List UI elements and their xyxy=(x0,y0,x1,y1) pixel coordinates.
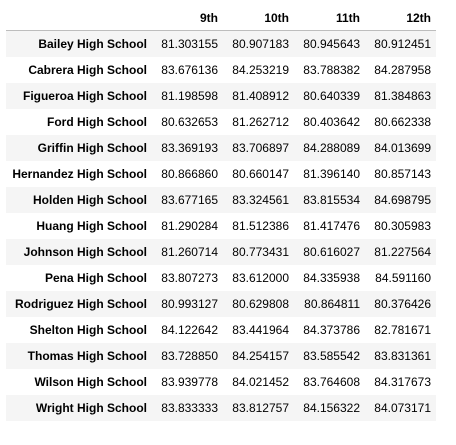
score-cell: 81.417476 xyxy=(303,218,360,233)
score-cell: 84.591160 xyxy=(375,270,431,285)
column-header: 11th xyxy=(294,8,365,31)
score-cell: 80.662338 xyxy=(374,114,431,129)
score-cell: 83.677165 xyxy=(161,192,218,207)
score-cell: 80.660147 xyxy=(232,166,289,181)
table-row: Bailey High School 81.303155 80.907183 80.9… xyxy=(6,30,436,57)
column-header: 12th xyxy=(365,8,436,31)
score-cell: 83.706897 xyxy=(232,140,289,155)
column-header: 10th xyxy=(223,8,294,31)
score-cell: 83.788382 xyxy=(303,62,360,77)
table-header: 9th 10th 11th 12th xyxy=(6,8,436,31)
school-name: Holden High School xyxy=(33,192,147,207)
score-cell: 83.815534 xyxy=(303,192,360,207)
score-cell: 81.396140 xyxy=(303,166,360,181)
school-name: Pena High School xyxy=(44,270,147,285)
score-cell: 80.857143 xyxy=(374,166,431,181)
table-row: Cabrera High School 83.676136 84.253219 83.… xyxy=(6,57,436,83)
score-cell: 81.227564 xyxy=(374,244,431,259)
score-cell: 84.287958 xyxy=(374,62,431,77)
table-row: Johnson High School 81.260714 80.773431 80.… xyxy=(6,238,436,265)
score-cell: 84.317673 xyxy=(374,374,431,389)
score-cell: 84.253219 xyxy=(232,62,289,77)
score-cell: 83.369193 xyxy=(161,140,218,155)
school-name: Huang High School xyxy=(36,218,147,233)
table-row: Rodriguez High School 80.993127 80.629808 8… xyxy=(6,290,436,317)
table-row: Shelton High School 84.122642 83.441964 84.… xyxy=(6,317,436,343)
score-cell: 83.831361 xyxy=(374,348,431,363)
score-cell: 81.198598 xyxy=(161,88,218,103)
score-cell: 84.335938 xyxy=(303,270,360,285)
school-name: Johnson High School xyxy=(23,244,147,259)
table-row: Holden High School 83.677165 83.324561 83.8… xyxy=(6,186,436,213)
score-cell: 81.260714 xyxy=(161,244,218,259)
column-header: 9th xyxy=(152,8,223,31)
table-row: Pena High School 83.807273 83.612000 84.335… xyxy=(6,265,436,291)
score-cell: 81.512386 xyxy=(232,218,289,233)
score-cell: 80.773431 xyxy=(232,244,289,259)
score-cell: 80.907183 xyxy=(232,36,289,51)
score-cell: 84.288089 xyxy=(303,140,360,155)
score-cell: 81.290284 xyxy=(161,218,218,233)
table-row: Wright High School 83.833333 83.812757 84.1… xyxy=(6,394,436,421)
table-row: Huang High School 81.290284 81.512386 81.41… xyxy=(6,213,436,239)
score-cell: 80.864811 xyxy=(304,296,360,311)
score-cell: 83.833333 xyxy=(161,400,218,415)
score-cell: 83.807273 xyxy=(161,270,218,285)
score-cell: 80.616027 xyxy=(303,244,360,259)
score-cell: 84.698795 xyxy=(374,192,431,207)
score-cell: 83.939778 xyxy=(161,374,218,389)
score-cell: 83.612000 xyxy=(232,270,289,285)
index-header xyxy=(6,8,152,31)
score-cell: 83.764608 xyxy=(303,374,360,389)
score-cell: 84.373786 xyxy=(303,322,360,337)
score-cell: 84.021452 xyxy=(232,374,289,389)
score-cell: 83.585542 xyxy=(303,348,360,363)
school-name: Figueroa High School xyxy=(22,88,147,103)
score-cell: 80.866860 xyxy=(161,166,218,181)
score-cell: 81.384863 xyxy=(374,88,431,103)
school-name: Rodriguez High School xyxy=(15,296,147,311)
score-cell: 81.262712 xyxy=(232,114,289,129)
score-cell: 80.403642 xyxy=(303,114,360,129)
score-cell: 80.640339 xyxy=(303,88,360,103)
school-name: Griffin High School xyxy=(37,140,147,155)
score-cell: 80.993127 xyxy=(161,296,218,311)
score-cell: 83.441964 xyxy=(232,322,289,337)
score-cell: 81.408912 xyxy=(232,88,289,103)
table-row: Thomas High School 83.728850 84.254157 83.5… xyxy=(6,342,436,369)
score-cell: 80.629808 xyxy=(232,296,289,311)
table-row: Hernandez High School 80.866860 80.660147 8… xyxy=(6,161,436,187)
score-cell: 80.912451 xyxy=(374,36,431,51)
grade-scores-table: 9th 10th 11th 12th Bailey High School 81.303… xyxy=(6,8,436,421)
score-cell: 82.781671 xyxy=(374,322,431,337)
table-row: Ford High School 80.632653 81.262712 80.403… xyxy=(6,109,436,135)
school-name: Hernandez High School xyxy=(12,166,147,181)
school-name: Cabrera High School xyxy=(28,62,147,77)
school-name: Thomas High School xyxy=(27,348,147,363)
score-cell: 80.376426 xyxy=(374,296,431,311)
score-cell: 84.254157 xyxy=(232,348,289,363)
score-cell: 84.073171 xyxy=(374,400,431,415)
score-cell: 84.013699 xyxy=(374,140,431,155)
score-cell: 83.676136 xyxy=(161,62,218,77)
score-cell: 83.324561 xyxy=(232,192,289,207)
school-name: Wright High School xyxy=(35,400,147,415)
score-cell: 80.632653 xyxy=(161,114,218,129)
school-name: Ford High School xyxy=(47,114,147,129)
score-cell: 80.305983 xyxy=(374,218,431,233)
score-cell: 83.812757 xyxy=(232,400,289,415)
score-cell: 83.728850 xyxy=(161,348,218,363)
school-name: Wilson High School xyxy=(34,374,147,389)
table-body: Bailey High School 81.303155 80.907183 80.9… xyxy=(6,30,436,421)
table-row: Griffin High School 83.369193 83.706897 84.… xyxy=(6,134,436,161)
score-cell: 80.945643 xyxy=(303,36,360,51)
school-name: Shelton High School xyxy=(29,322,147,337)
score-cell: 81.303155 xyxy=(161,36,218,51)
score-cell: 84.156322 xyxy=(303,400,360,415)
header-row: 9th 10th 11th 12th xyxy=(6,8,436,31)
table-row: Wilson High School 83.939778 84.021452 83.7… xyxy=(6,369,436,395)
score-cell: 84.122642 xyxy=(161,322,218,337)
school-name: Bailey High School xyxy=(38,36,147,51)
table-row: Figueroa High School 81.198598 81.408912 80… xyxy=(6,82,436,109)
